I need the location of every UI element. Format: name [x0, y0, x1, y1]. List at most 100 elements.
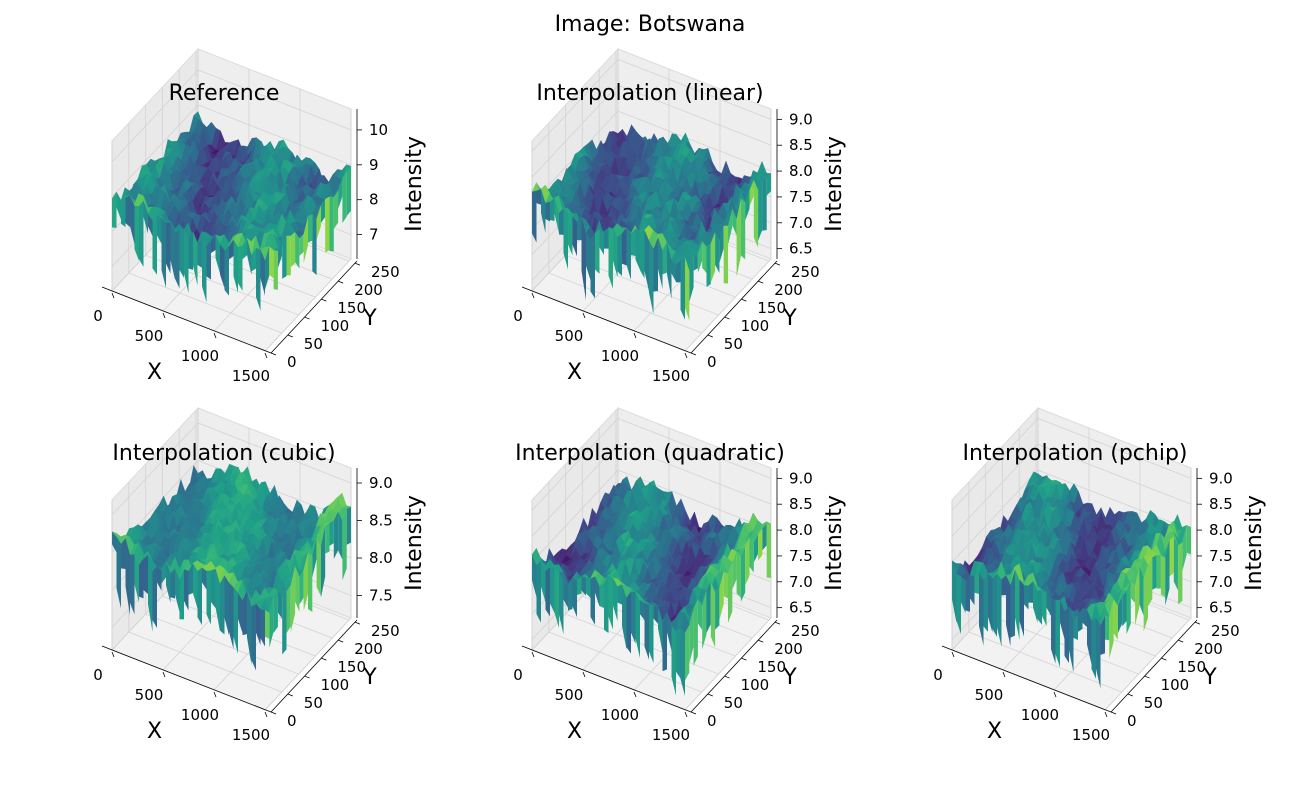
subplot-title: Reference: [169, 81, 280, 106]
y-tick-label: 200: [354, 640, 383, 658]
z-tick-label: 7.0: [1209, 573, 1233, 591]
y-gridline: [548, 123, 702, 334]
surface-mesh: [111, 463, 352, 671]
y-tick-label: 200: [774, 281, 803, 299]
z-gridline: [531, 469, 772, 563]
y-tick-label: 50: [724, 335, 743, 353]
y-gridline: [128, 123, 282, 334]
y-tick-label: 150: [1177, 658, 1206, 676]
x-axis-label: X: [147, 719, 162, 744]
y-gridline: [145, 464, 299, 675]
z-gridline: [531, 58, 772, 152]
x-gridline: [1104, 468, 1192, 711]
z-tick-label: 9: [369, 156, 379, 174]
z-axis-label: Intensity: [402, 136, 427, 232]
x-tick-label: 1000: [1021, 706, 1059, 724]
x-tick-label: 1000: [181, 706, 219, 724]
z-tick-label: 6.5: [1209, 599, 1233, 617]
z-tick-label: 8: [369, 191, 379, 209]
y-axis-line: [690, 619, 778, 713]
z-tick-label: 7.5: [369, 587, 393, 605]
z-tick-label: 7.0: [789, 573, 813, 591]
y-tick-label: 250: [791, 263, 820, 281]
z-gridline: [111, 104, 352, 198]
z-gridline: [531, 110, 772, 204]
z-gridline: [531, 443, 772, 537]
z-tick-label: 8.0: [789, 162, 813, 180]
x-axis-label: X: [567, 360, 582, 385]
x-tick-label: 1500: [232, 367, 270, 385]
z-gridline: [111, 422, 352, 516]
x-axis-line: [521, 645, 692, 713]
subplot-title: Interpolation (cubic): [112, 441, 335, 466]
z-gridline: [531, 417, 772, 511]
z-tick-label: 9.0: [789, 469, 813, 487]
x-tick-label: 1000: [601, 347, 639, 365]
x-tick-label: 500: [555, 686, 584, 704]
y-tick-label: 0: [287, 712, 297, 730]
x-axis-line: [941, 645, 1112, 713]
surface-mesh: [951, 471, 1192, 689]
x-tick-label: 500: [135, 327, 164, 345]
y-tick-label: 150: [337, 299, 366, 317]
y-tick-label: 250: [371, 263, 400, 281]
y-axis-line: [270, 619, 358, 713]
x-tick-label: 1500: [1072, 726, 1110, 744]
y-tick-label: 100: [741, 317, 770, 335]
x-tick-label: 0: [93, 666, 103, 684]
z-tick-label: 6.5: [789, 240, 813, 258]
z-tick-label: 7.5: [789, 188, 813, 206]
y-axis-label: Y: [362, 665, 377, 690]
y-axis-label: Y: [362, 306, 377, 331]
z-gridline: [951, 417, 1192, 511]
subplot-title: Interpolation (pchip): [962, 441, 1187, 466]
z-tick-label: 7.5: [789, 547, 813, 565]
x-gridline: [684, 109, 772, 352]
z-gridline: [531, 84, 772, 178]
x-tick-label: 0: [93, 307, 103, 325]
y-axis-label: Y: [782, 306, 797, 331]
y-tick-label: 50: [304, 694, 323, 712]
x-tick-label: 1500: [652, 367, 690, 385]
y-tick-label: 200: [1194, 640, 1223, 658]
z-tick-label: 9.0: [1209, 469, 1233, 487]
z-tick-label: 9.0: [789, 110, 813, 128]
z-axis-label: Intensity: [822, 136, 847, 232]
z-tick-label: 8.5: [789, 136, 813, 154]
y-gridline: [968, 482, 1122, 693]
y-tick-label: 150: [337, 658, 366, 676]
y-tick-label: 0: [707, 353, 717, 371]
y-tick-label: 200: [774, 640, 803, 658]
y-tick-label: 150: [757, 658, 786, 676]
y-gridline: [548, 482, 702, 693]
z-tick-label: 8.5: [789, 495, 813, 513]
surface-mesh: [531, 124, 772, 321]
surface-mesh: [531, 476, 772, 697]
z-gridline: [951, 443, 1192, 537]
x-axis-line: [101, 645, 272, 713]
z-tick-label: 8.0: [1209, 521, 1233, 539]
subplot-title: Interpolation (quadratic): [515, 441, 785, 466]
y-tick-label: 250: [1211, 622, 1240, 640]
y-tick-label: 50: [724, 694, 743, 712]
z-tick-label: 8.5: [1209, 495, 1233, 513]
x-axis-label: X: [567, 719, 582, 744]
z-tick-label: 7.0: [789, 214, 813, 232]
x-gridline: [684, 468, 772, 711]
x-tick-label: 500: [135, 686, 164, 704]
x-tick-label: 500: [975, 686, 1004, 704]
x-tick-label: 0: [513, 666, 523, 684]
y-tick-label: 250: [791, 622, 820, 640]
y-tick-label: 50: [1144, 694, 1163, 712]
x-tick-label: 1000: [601, 706, 639, 724]
y-tick-label: 200: [354, 281, 383, 299]
x-tick-label: 1000: [181, 347, 219, 365]
z-gridline: [111, 69, 352, 163]
y-tick-label: 250: [371, 622, 400, 640]
y-tick-label: 0: [707, 712, 717, 730]
y-tick-label: 100: [1161, 676, 1190, 694]
